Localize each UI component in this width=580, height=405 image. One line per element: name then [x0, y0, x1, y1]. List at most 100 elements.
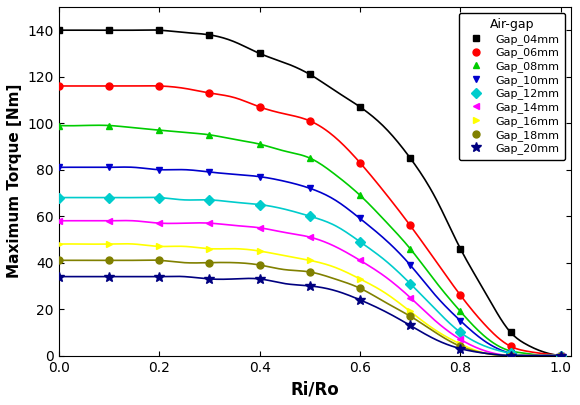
- Gap_04mm: [357, 104, 364, 109]
- Gap_20mm: [357, 297, 364, 302]
- Gap_20mm: [457, 346, 464, 351]
- Gap_16mm: [457, 341, 464, 346]
- Gap_04mm: [155, 28, 162, 33]
- Gap_20mm: [155, 274, 162, 279]
- Gap_08mm: [306, 156, 313, 160]
- Gap_10mm: [206, 170, 213, 175]
- Gap_12mm: [407, 281, 414, 286]
- Gap_06mm: [357, 160, 364, 165]
- Gap_10mm: [106, 165, 113, 170]
- Gap_08mm: [206, 132, 213, 137]
- Gap_18mm: [55, 258, 62, 263]
- Gap_12mm: [155, 195, 162, 200]
- Gap_04mm: [206, 32, 213, 37]
- Gap_20mm: [106, 274, 113, 279]
- Gap_08mm: [256, 142, 263, 147]
- Gap_04mm: [507, 330, 514, 335]
- Gap_20mm: [256, 277, 263, 281]
- Gap_12mm: [557, 353, 564, 358]
- Gap_20mm: [55, 274, 62, 279]
- Gap_10mm: [306, 186, 313, 191]
- Gap_06mm: [206, 91, 213, 96]
- Gap_04mm: [407, 156, 414, 160]
- Gap_10mm: [557, 353, 564, 358]
- Gap_10mm: [256, 174, 263, 179]
- Gap_12mm: [357, 239, 364, 244]
- Gap_10mm: [507, 351, 514, 356]
- Gap_18mm: [256, 262, 263, 267]
- Gap_14mm: [357, 258, 364, 263]
- Gap_06mm: [256, 104, 263, 109]
- Gap_16mm: [256, 249, 263, 254]
- Gap_06mm: [457, 293, 464, 298]
- Line: Gap_06mm: Gap_06mm: [55, 83, 564, 359]
- Gap_18mm: [155, 258, 162, 263]
- Line: Gap_12mm: Gap_12mm: [55, 194, 564, 359]
- Gap_18mm: [206, 260, 213, 265]
- Gap_12mm: [306, 214, 313, 219]
- Gap_08mm: [557, 353, 564, 358]
- Gap_06mm: [55, 83, 62, 88]
- Gap_06mm: [106, 83, 113, 88]
- Gap_14mm: [306, 234, 313, 239]
- Gap_06mm: [507, 344, 514, 349]
- Gap_10mm: [55, 165, 62, 170]
- Gap_06mm: [306, 118, 313, 123]
- Line: Gap_10mm: Gap_10mm: [55, 164, 564, 359]
- Gap_18mm: [407, 314, 414, 319]
- Gap_18mm: [106, 258, 113, 263]
- Gap_06mm: [557, 353, 564, 358]
- Gap_20mm: [407, 323, 414, 328]
- Gap_04mm: [457, 246, 464, 251]
- Line: Gap_16mm: Gap_16mm: [55, 241, 564, 359]
- Gap_06mm: [155, 83, 162, 88]
- Gap_04mm: [306, 72, 313, 77]
- Y-axis label: Maximum Torque [Nm]: Maximum Torque [Nm]: [7, 84, 22, 279]
- Gap_16mm: [407, 309, 414, 314]
- Gap_14mm: [557, 353, 564, 358]
- Gap_12mm: [55, 195, 62, 200]
- Gap_14mm: [407, 295, 414, 300]
- Gap_06mm: [407, 223, 414, 228]
- Gap_04mm: [55, 28, 62, 33]
- Gap_16mm: [306, 258, 313, 263]
- Gap_14mm: [55, 218, 62, 223]
- Gap_08mm: [507, 349, 514, 354]
- Gap_08mm: [407, 246, 414, 251]
- Gap_18mm: [457, 344, 464, 349]
- Gap_08mm: [457, 309, 464, 314]
- Gap_16mm: [557, 353, 564, 358]
- Gap_04mm: [106, 28, 113, 33]
- Gap_10mm: [155, 167, 162, 172]
- Gap_04mm: [256, 51, 263, 56]
- Gap_18mm: [507, 353, 514, 358]
- Gap_08mm: [155, 128, 162, 132]
- Gap_08mm: [106, 123, 113, 128]
- Gap_10mm: [407, 262, 414, 267]
- Gap_20mm: [306, 284, 313, 288]
- Line: Gap_14mm: Gap_14mm: [55, 217, 564, 359]
- Legend: Gap_04mm, Gap_06mm, Gap_08mm, Gap_10mm, Gap_12mm, Gap_14mm, Gap_16mm, Gap_18mm, : Gap_04mm, Gap_06mm, Gap_08mm, Gap_10mm, …: [459, 13, 566, 160]
- Gap_18mm: [557, 353, 564, 358]
- Gap_16mm: [357, 277, 364, 281]
- Line: Gap_20mm: Gap_20mm: [54, 272, 566, 360]
- Gap_14mm: [457, 337, 464, 342]
- Gap_08mm: [357, 193, 364, 198]
- Gap_12mm: [457, 330, 464, 335]
- Gap_04mm: [557, 353, 564, 358]
- Gap_16mm: [106, 242, 113, 247]
- Gap_18mm: [357, 286, 364, 291]
- Gap_20mm: [507, 353, 514, 358]
- Gap_18mm: [306, 269, 313, 274]
- Gap_20mm: [557, 353, 564, 358]
- Gap_16mm: [206, 246, 213, 251]
- Gap_12mm: [106, 195, 113, 200]
- Line: Gap_18mm: Gap_18mm: [55, 257, 564, 359]
- Gap_10mm: [357, 216, 364, 221]
- Gap_12mm: [206, 198, 213, 202]
- Gap_12mm: [507, 351, 514, 356]
- Gap_16mm: [55, 242, 62, 247]
- Gap_20mm: [206, 277, 213, 281]
- X-axis label: Ri/Ro: Ri/Ro: [291, 380, 339, 398]
- Line: Gap_04mm: Gap_04mm: [55, 27, 564, 359]
